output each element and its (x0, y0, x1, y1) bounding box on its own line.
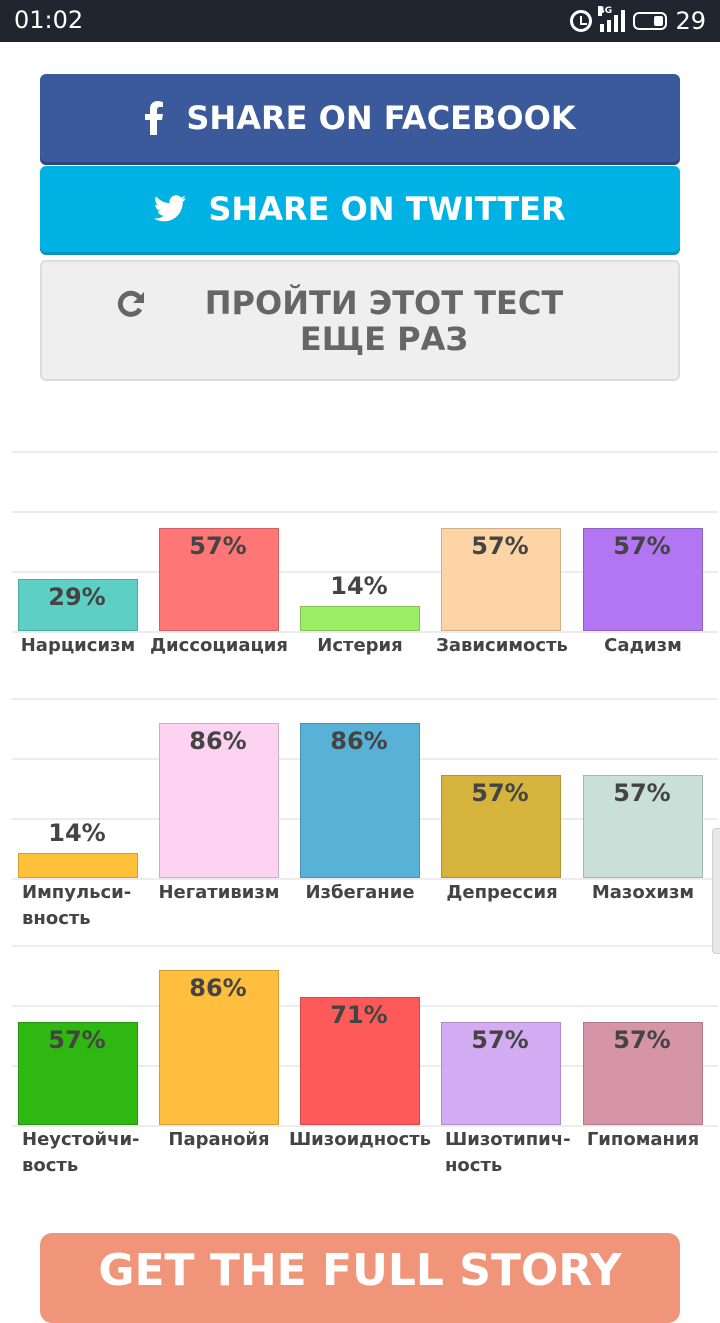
get-full-story-button[interactable]: GET THE FULL STORY (40, 1233, 680, 1323)
bar[interactable] (583, 775, 703, 878)
results-bar-chart: 29% Нарцисизм 57% Диссоциация 14% Истерия 57% З… (10, 450, 718, 1190)
category-label: Гипомания (586, 1129, 700, 1150)
bar-value-label: 86% (189, 974, 247, 1003)
bar-value-label: 14% (330, 571, 388, 600)
bar[interactable] (18, 1022, 138, 1125)
category-label: Импульси-вность (22, 882, 132, 929)
category-label: Шизоидность (288, 1129, 432, 1150)
bar-value-label: 57% (471, 1026, 529, 1055)
get-full-story-label: GET THE FULL STORY (98, 1245, 622, 1296)
bar[interactable] (18, 578, 138, 631)
category-label: Неустойчи-вость (22, 1129, 140, 1176)
bar-value-label: 86% (189, 727, 247, 756)
bar-value-label: 57% (613, 779, 671, 808)
battery-icon (633, 12, 668, 30)
bar[interactable] (583, 528, 703, 631)
bar[interactable] (159, 970, 279, 1125)
category-label: Избегание (305, 882, 415, 903)
bar[interactable] (300, 605, 420, 631)
status-time: 01:02 (14, 6, 84, 34)
bar[interactable] (159, 528, 279, 631)
status-icons: 4G 29 (570, 6, 706, 36)
bar-value-label: 57% (48, 1026, 106, 1055)
share-twitter-button[interactable]: SHARE ON TWITTER (40, 166, 680, 252)
bar[interactable] (300, 723, 420, 878)
bar[interactable] (159, 723, 279, 878)
refresh-icon (116, 289, 146, 319)
bar[interactable] (441, 775, 561, 878)
twitter-icon (154, 195, 187, 223)
bar-value-label: 57% (471, 532, 529, 561)
bar[interactable] (300, 997, 420, 1125)
gridline (12, 878, 718, 880)
category-label: Мазохизм (591, 882, 695, 903)
signal-icon: 4G (598, 6, 626, 32)
bar-value-label: 29% (48, 582, 106, 611)
bar-value-label: 14% (48, 818, 106, 847)
retake-test-label: ПРОЙТИ ЭТОТ ТЕСТ ЕЩЕ РАЗ (204, 283, 564, 358)
facebook-icon (144, 101, 164, 135)
category-label: Садизм (604, 635, 682, 656)
bar[interactable] (441, 528, 561, 631)
retake-test-button[interactable]: ПРОЙТИ ЭТОТ ТЕСТ ЕЩЕ РАЗ (40, 260, 680, 381)
bar[interactable] (583, 1022, 703, 1125)
category-label: Нарцисизм (20, 635, 136, 656)
bar-value-label: 57% (189, 532, 247, 561)
gridline (12, 945, 718, 947)
gridline (12, 631, 718, 633)
share-facebook-label: SHARE ON FACEBOOK (186, 99, 576, 137)
category-label: Зависимость (436, 635, 568, 656)
bar-value-label: 57% (613, 532, 671, 561)
alarm-icon (570, 10, 593, 32)
bar-value-label: 86% (330, 727, 388, 756)
category-label: Истерия (317, 635, 403, 656)
bar[interactable] (18, 852, 138, 878)
gridline (12, 571, 718, 573)
bar-value-label: 71% (330, 1001, 388, 1030)
gridline (12, 698, 718, 700)
gridline (12, 1125, 718, 1127)
category-label: Негативизм (158, 882, 280, 903)
scrollbar-handle[interactable] (712, 828, 720, 954)
share-facebook-button[interactable]: SHARE ON FACEBOOK (40, 74, 680, 162)
bar[interactable] (441, 1022, 561, 1125)
network-type: 4G (598, 6, 613, 16)
gridline (12, 511, 718, 513)
bar-value-label: 57% (471, 779, 529, 808)
status-bar: 01:02 4G 29 (0, 0, 720, 42)
share-twitter-label: SHARE ON TWITTER (208, 190, 566, 228)
bar-value-label: 57% (613, 1026, 671, 1055)
category-label: Депрессия (446, 882, 558, 903)
category-label: Паранойя (168, 1129, 270, 1150)
category-label: Шизотипич-ность (445, 1129, 571, 1176)
gridline (12, 451, 718, 453)
battery-level: 29 (675, 7, 706, 35)
category-label: Диссоциация (150, 635, 288, 656)
